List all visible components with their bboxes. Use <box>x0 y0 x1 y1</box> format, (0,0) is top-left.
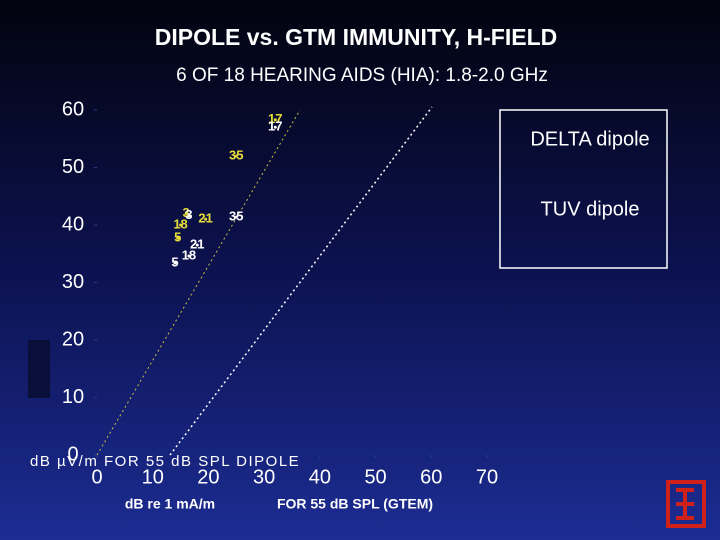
point <box>187 214 191 218</box>
point <box>173 261 177 265</box>
chart-subtitle: 6 OF 18 HEARING AIDS (HIA): 1.8-2.0 GHz <box>176 65 548 86</box>
y-tick-label: 20 <box>62 328 84 350</box>
point-label: 35 <box>229 147 243 162</box>
y-tick-label: 10 <box>62 386 84 408</box>
x-tick-label: 70 <box>476 466 498 488</box>
chart-title: DIPOLE vs. GTM IMMUNITY, H-FIELD <box>155 24 558 50</box>
point-label: 35 <box>229 208 243 223</box>
x-axis-label: dB re 1 mA/m <box>125 496 215 512</box>
x-tick-label: 20 <box>197 466 219 488</box>
point-label: 21 <box>198 211 212 226</box>
x-tick-label: 10 <box>142 466 164 488</box>
logo <box>666 480 706 528</box>
point <box>187 254 191 258</box>
x-axis-label: FOR 55 dB SPL (GTEM) <box>277 496 433 512</box>
y-tick-label: 40 <box>62 213 84 235</box>
point <box>195 243 199 247</box>
point-label: 5 <box>174 230 181 245</box>
point-label: 17 <box>268 119 282 134</box>
y-tick-label: 50 <box>62 156 84 178</box>
point <box>176 236 180 240</box>
point <box>234 154 238 158</box>
point-label: 3 <box>185 207 192 222</box>
point-label: 18 <box>173 216 187 231</box>
point <box>179 223 183 227</box>
x-tick-label: 40 <box>309 466 331 488</box>
point-label: 18 <box>182 247 196 262</box>
point-label: 5 <box>171 254 178 269</box>
logo-frame <box>666 480 706 528</box>
x-tick-label: 50 <box>364 466 386 488</box>
legend-box <box>499 109 668 269</box>
point <box>273 118 277 122</box>
reference-line <box>96 109 301 456</box>
dark-block <box>28 340 50 398</box>
y-tick-label: 30 <box>62 271 84 293</box>
point <box>273 125 277 129</box>
x-tick-label: 30 <box>253 466 275 488</box>
point-label: 3 <box>183 205 190 220</box>
point <box>204 217 208 221</box>
x-tick-label: 60 <box>420 466 442 488</box>
point <box>184 212 188 215</box>
legend-label: DELTA dipole <box>530 128 649 150</box>
point-label: 17 <box>268 111 282 126</box>
point <box>234 215 238 219</box>
x-tick-label: 0 <box>91 466 102 488</box>
y-tick-label: 60 <box>62 98 84 120</box>
point-label: 21 <box>190 237 204 252</box>
y-tick-label: 0 <box>67 443 78 465</box>
legend-label: TUV dipole <box>541 198 640 220</box>
logo-mark <box>676 488 694 520</box>
